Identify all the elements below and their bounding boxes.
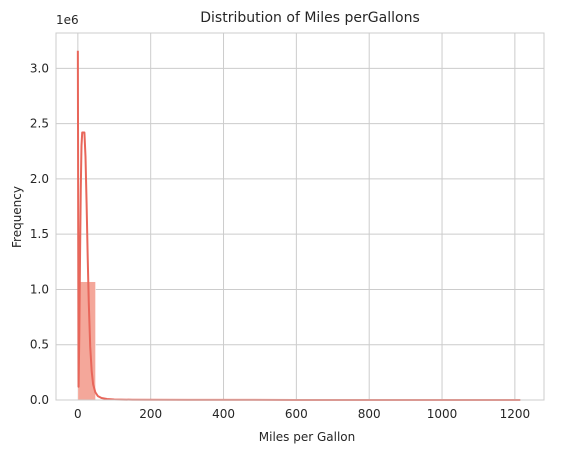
x-tick-label-6: 1200 — [500, 407, 531, 421]
x-tick-label-5: 1000 — [427, 407, 458, 421]
kde-line — [76, 50, 521, 401]
x-tick-label-2: 400 — [212, 407, 235, 421]
x-tick-label-3: 600 — [285, 407, 308, 421]
y-tick-labels: 0.0 0.5 1.0 1.5 2.0 2.5 3.0 — [30, 61, 49, 407]
y-tick-label-3: 1.5 — [30, 227, 49, 241]
y-axis-label: Frequency — [10, 186, 24, 248]
y-tick-label-4: 2.0 — [30, 172, 49, 186]
y-offset-text: 1e6 — [56, 13, 79, 27]
x-tick-label-0: 0 — [74, 407, 82, 421]
y-tick-label-1: 0.5 — [30, 338, 49, 352]
x-tick-labels: 0 200 400 600 800 1000 1200 — [74, 407, 530, 421]
x-axis-label: Miles per Gallon — [259, 430, 356, 444]
kde-layer — [76, 50, 521, 401]
y-tick-label-0: 0.0 — [30, 393, 49, 407]
spines-layer — [55, 32, 545, 401]
grid-layer — [56, 33, 544, 401]
x-tick-label-4: 800 — [358, 407, 381, 421]
y-tick-label-5: 2.5 — [30, 117, 49, 131]
y-tick-label-6: 3.0 — [30, 61, 49, 75]
y-tick-label-2: 1.0 — [30, 282, 49, 296]
x-tick-label-1: 200 — [139, 407, 162, 421]
chart-title: Distribution of Miles perGallons — [200, 10, 419, 26]
plot-frame — [55, 32, 545, 401]
